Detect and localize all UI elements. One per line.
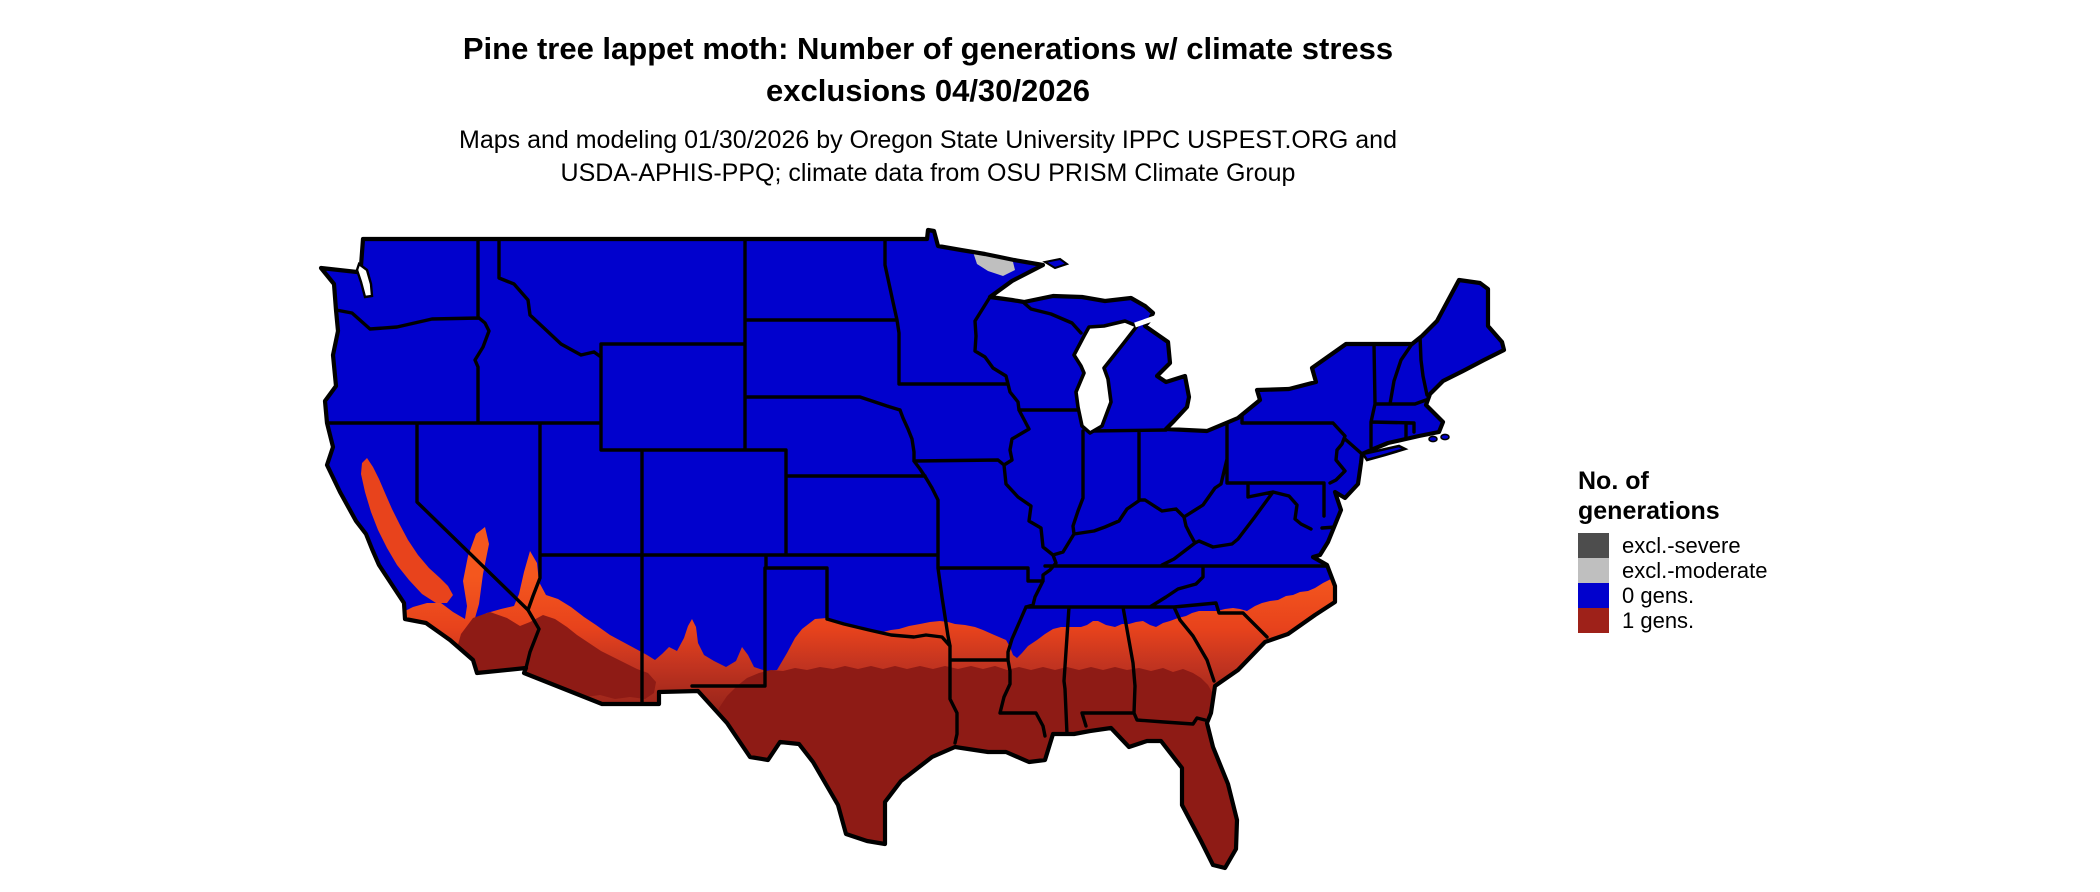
legend-item-one-gen: 1 gens. [1578, 608, 1878, 633]
cape-cod-islands [1428, 433, 1450, 443]
subtitle-line-2: USDA-APHIS-PPQ; climate data from OSU PR… [560, 159, 1296, 187]
state-borders [325, 237, 1429, 745]
long-island [1360, 444, 1409, 462]
legend-swatch-one-gen [1578, 608, 1609, 633]
puget-sound [355, 262, 374, 299]
island-dot [435, 656, 443, 662]
legend-swatch-excl-moderate [1578, 558, 1609, 583]
us-coastline-outline [318, 227, 1507, 871]
one-generation-core-southeast [713, 666, 1250, 868]
us-generations-map [315, 226, 1525, 886]
title-line-2: exclusions 04/30/2026 [765, 73, 1090, 108]
legend-swatch-zero-gens [1578, 583, 1609, 608]
legend-title: No. of generations [1578, 466, 1878, 526]
legend-item-zero-gens: 0 gens. [1578, 583, 1878, 608]
legend-title-line-2: generations [1578, 497, 1720, 525]
title-line-1: Pine tree lappet moth: Number of generat… [462, 31, 1394, 66]
legend-label-excl-moderate: excl.-moderate [1622, 558, 1768, 583]
legend-label-excl-severe: excl.-severe [1622, 533, 1741, 558]
island-dot [1428, 435, 1438, 443]
legend: No. of generations excl.-severe excl.-mo… [1578, 466, 1878, 633]
channel-islands [407, 640, 443, 662]
subtitle-line-1: Maps and modeling 01/30/2026 by Oregon S… [459, 126, 1397, 154]
legend-items: excl.-severe excl.-moderate 0 gens. 1 ge… [1578, 533, 1878, 633]
us-map-svg [318, 227, 1507, 871]
legend-swatch-excl-severe [1578, 533, 1609, 558]
legend-label-zero-gens: 0 gens. [1622, 583, 1695, 608]
island-dot [1440, 433, 1450, 441]
lake-michigan [1072, 319, 1139, 435]
legend-label-one-gen: 1 gens. [1622, 608, 1695, 633]
mackinac-strait [1134, 315, 1156, 328]
island-dot [421, 652, 429, 658]
legend-item-excl-severe: excl.-severe [1578, 533, 1878, 558]
page-title: Pine tree lappet moth: Number of generat… [0, 28, 1856, 112]
island-dot [407, 640, 417, 646]
legend-item-excl-moderate: excl.-moderate [1578, 558, 1878, 583]
legend-title-line-1: No. of [1578, 467, 1649, 495]
subtitle: Maps and modeling 01/30/2026 by Oregon S… [0, 124, 1856, 190]
map-fill-layers [321, 230, 1504, 868]
isle-royale [1042, 257, 1070, 270]
